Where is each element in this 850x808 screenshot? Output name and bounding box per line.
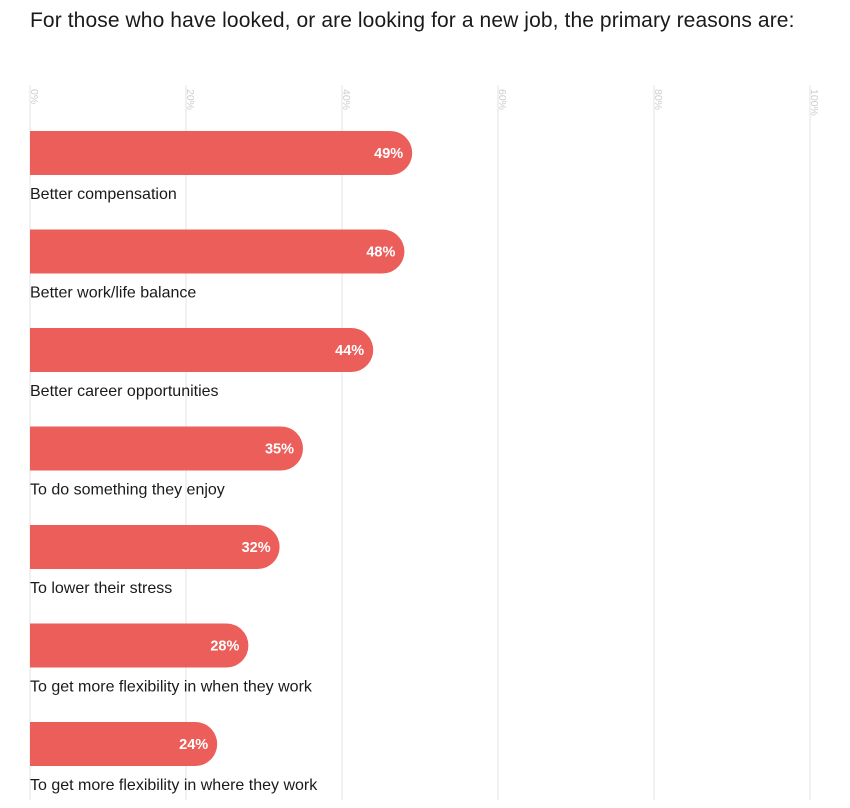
- bar: [30, 229, 405, 274]
- x-tick-label: 0%: [28, 89, 40, 104]
- x-tick-label: 80%: [652, 89, 664, 110]
- x-tick-label: 60%: [496, 89, 508, 110]
- axis-tick-labels: 0% 20% 40% 60% 80% 100%: [28, 89, 820, 116]
- bar-value-label: 49%: [374, 146, 403, 162]
- bar: [30, 623, 249, 668]
- category-label: To lower their stress: [30, 580, 172, 597]
- x-tick-label: 20%: [184, 89, 196, 110]
- bar-value-label: 35%: [265, 442, 294, 458]
- bar-value-label: 24%: [179, 737, 208, 753]
- x-tick-label: 100%: [808, 89, 820, 116]
- category-labels: Better compensation Better work/life bala…: [30, 186, 318, 794]
- bar: [30, 426, 303, 471]
- bar-value-label: 28%: [210, 639, 239, 655]
- category-label: To get more flexibility in where they wo…: [30, 777, 318, 794]
- category-label: To do something they enjoy: [30, 482, 225, 499]
- category-label: Better compensation: [30, 186, 177, 203]
- bar-value-label: 32%: [242, 540, 271, 556]
- bars: 49% 48% 44% 35% 32% 28% 24%: [30, 131, 413, 766]
- bar-value-label: 48%: [366, 245, 395, 261]
- category-label: Better work/life balance: [30, 285, 196, 302]
- bar-value-label: 44%: [335, 343, 364, 359]
- bar: [30, 131, 413, 175]
- bar: [30, 525, 280, 569]
- chart-title: For those who have looked, or are lookin…: [30, 9, 795, 32]
- bar: [30, 328, 374, 372]
- category-label: To get more flexibility in when they wor…: [30, 679, 313, 696]
- x-tick-label: 40%: [340, 89, 352, 110]
- category-label: Better career opportunities: [30, 383, 219, 400]
- bar: [30, 722, 218, 766]
